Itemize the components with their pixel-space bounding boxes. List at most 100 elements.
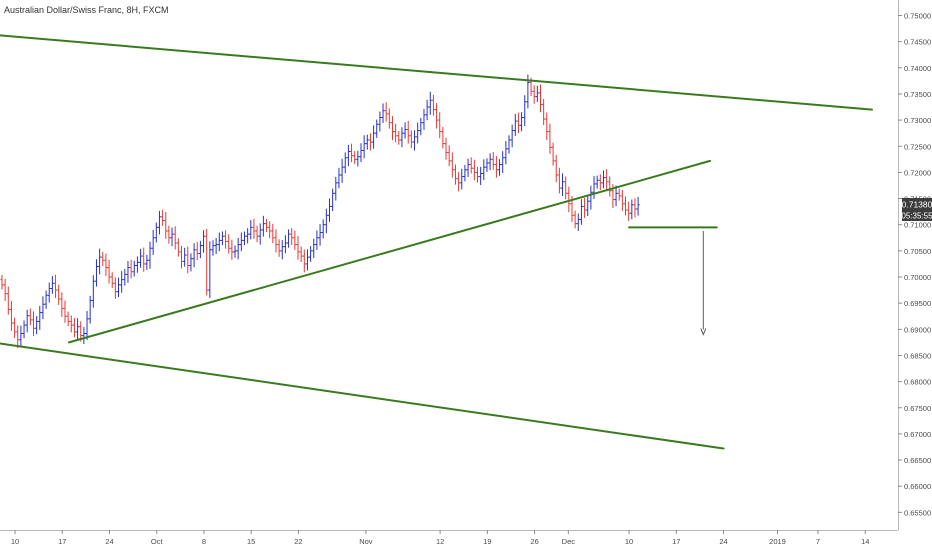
candle [104, 253, 108, 277]
candle [378, 111, 382, 132]
candle [434, 103, 439, 129]
candle [595, 175, 599, 189]
candle [75, 318, 80, 340]
candle [359, 143, 363, 163]
candle [195, 241, 199, 261]
price-axis[interactable]: 0.75000 0.74500 0.74000 0.73500 0.73000 0.725… [898, 0, 931, 530]
x-tick-label: 14 [861, 537, 869, 546]
candle [579, 199, 584, 225]
candle [425, 99, 429, 121]
x-tick-label: Dec [562, 537, 576, 546]
candle [170, 227, 174, 247]
candle [208, 241, 212, 298]
candle [365, 134, 369, 150]
y-tick-label: 0.72500 [904, 142, 931, 151]
candle [116, 277, 121, 297]
candle [475, 167, 480, 183]
trendline[interactable] [0, 34, 873, 111]
x-tick-label: 17 [672, 537, 680, 546]
candle [516, 112, 521, 134]
candle [592, 176, 596, 199]
candle [447, 145, 451, 167]
candle [69, 315, 73, 333]
candle [132, 260, 136, 277]
candle [346, 144, 350, 167]
y-tick-label: 0.68500 [904, 351, 931, 360]
candle [331, 188, 335, 212]
candle [469, 157, 473, 174]
trendline[interactable] [67, 159, 712, 344]
candle [223, 230, 228, 249]
y-tick-label: 0.69000 [904, 325, 931, 334]
candle [233, 245, 237, 258]
candle [126, 260, 130, 283]
candle [110, 272, 114, 288]
candle [293, 230, 297, 250]
candle [497, 159, 502, 176]
x-tick-label: 24 [105, 537, 113, 546]
candle [504, 141, 508, 165]
x-tick-label: 12 [436, 537, 444, 546]
x-tick-label: 15 [247, 537, 255, 546]
x-tick-label: Oct [151, 537, 164, 546]
y-tick-label: 0.71000 [904, 221, 931, 230]
y-tick-label: 0.70000 [904, 273, 931, 282]
candle [72, 317, 77, 338]
candle [283, 235, 288, 254]
y-tick-label: 0.70500 [904, 247, 931, 256]
price-tag: 0.71380 05:35:55 [901, 198, 932, 221]
candle [145, 254, 149, 270]
candle [321, 219, 325, 239]
countdown-label: 05:35:55 [901, 212, 932, 221]
candle [98, 248, 102, 275]
candle [560, 173, 565, 196]
y-tick-label: 0.74500 [904, 38, 931, 47]
candle [466, 158, 470, 178]
candle [623, 196, 628, 216]
candle [94, 259, 99, 287]
candle [302, 249, 306, 273]
candle [400, 127, 404, 148]
candle [261, 215, 265, 237]
chart-title: Australian Dollar/Swiss Franc, 8H, FXCM [4, 5, 169, 15]
candle [16, 325, 20, 349]
x-tick-label: 22 [294, 537, 302, 546]
y-tick-label: 0.73000 [904, 116, 931, 125]
x-tick-label: 19 [483, 537, 491, 546]
candle [428, 91, 432, 115]
candle [324, 208, 328, 234]
candle [290, 228, 294, 245]
candle [554, 154, 558, 183]
candle [312, 238, 316, 259]
candle [340, 158, 344, 183]
candle [523, 95, 527, 126]
candle [548, 123, 552, 154]
candle [608, 176, 612, 197]
candle [211, 240, 215, 256]
candle [422, 108, 426, 130]
candle [252, 218, 256, 239]
candle [573, 210, 577, 229]
candle [479, 166, 483, 186]
candle [220, 231, 225, 246]
trendline[interactable] [0, 341, 725, 450]
y-tick-label: 0.66500 [904, 456, 931, 465]
candle [53, 274, 58, 298]
candle [488, 153, 492, 171]
candle [217, 232, 221, 252]
candle [107, 259, 111, 284]
y-tick-label: 0.75000 [904, 12, 931, 21]
candle [47, 282, 51, 303]
candle [620, 189, 624, 211]
candle [412, 130, 417, 151]
candle [198, 240, 202, 259]
x-tick-label: 7 [816, 537, 820, 546]
candle [189, 253, 193, 272]
candle [419, 118, 423, 136]
candle [66, 311, 70, 327]
time-axis[interactable]: 10 17 24 Oct 8 15 22 Nov 12 19 26 Dec 10 17 24 2019 7 14 [0, 530, 898, 546]
candle [50, 276, 54, 294]
y-tick-label: 0.65500 [904, 508, 931, 517]
candle [179, 245, 184, 269]
